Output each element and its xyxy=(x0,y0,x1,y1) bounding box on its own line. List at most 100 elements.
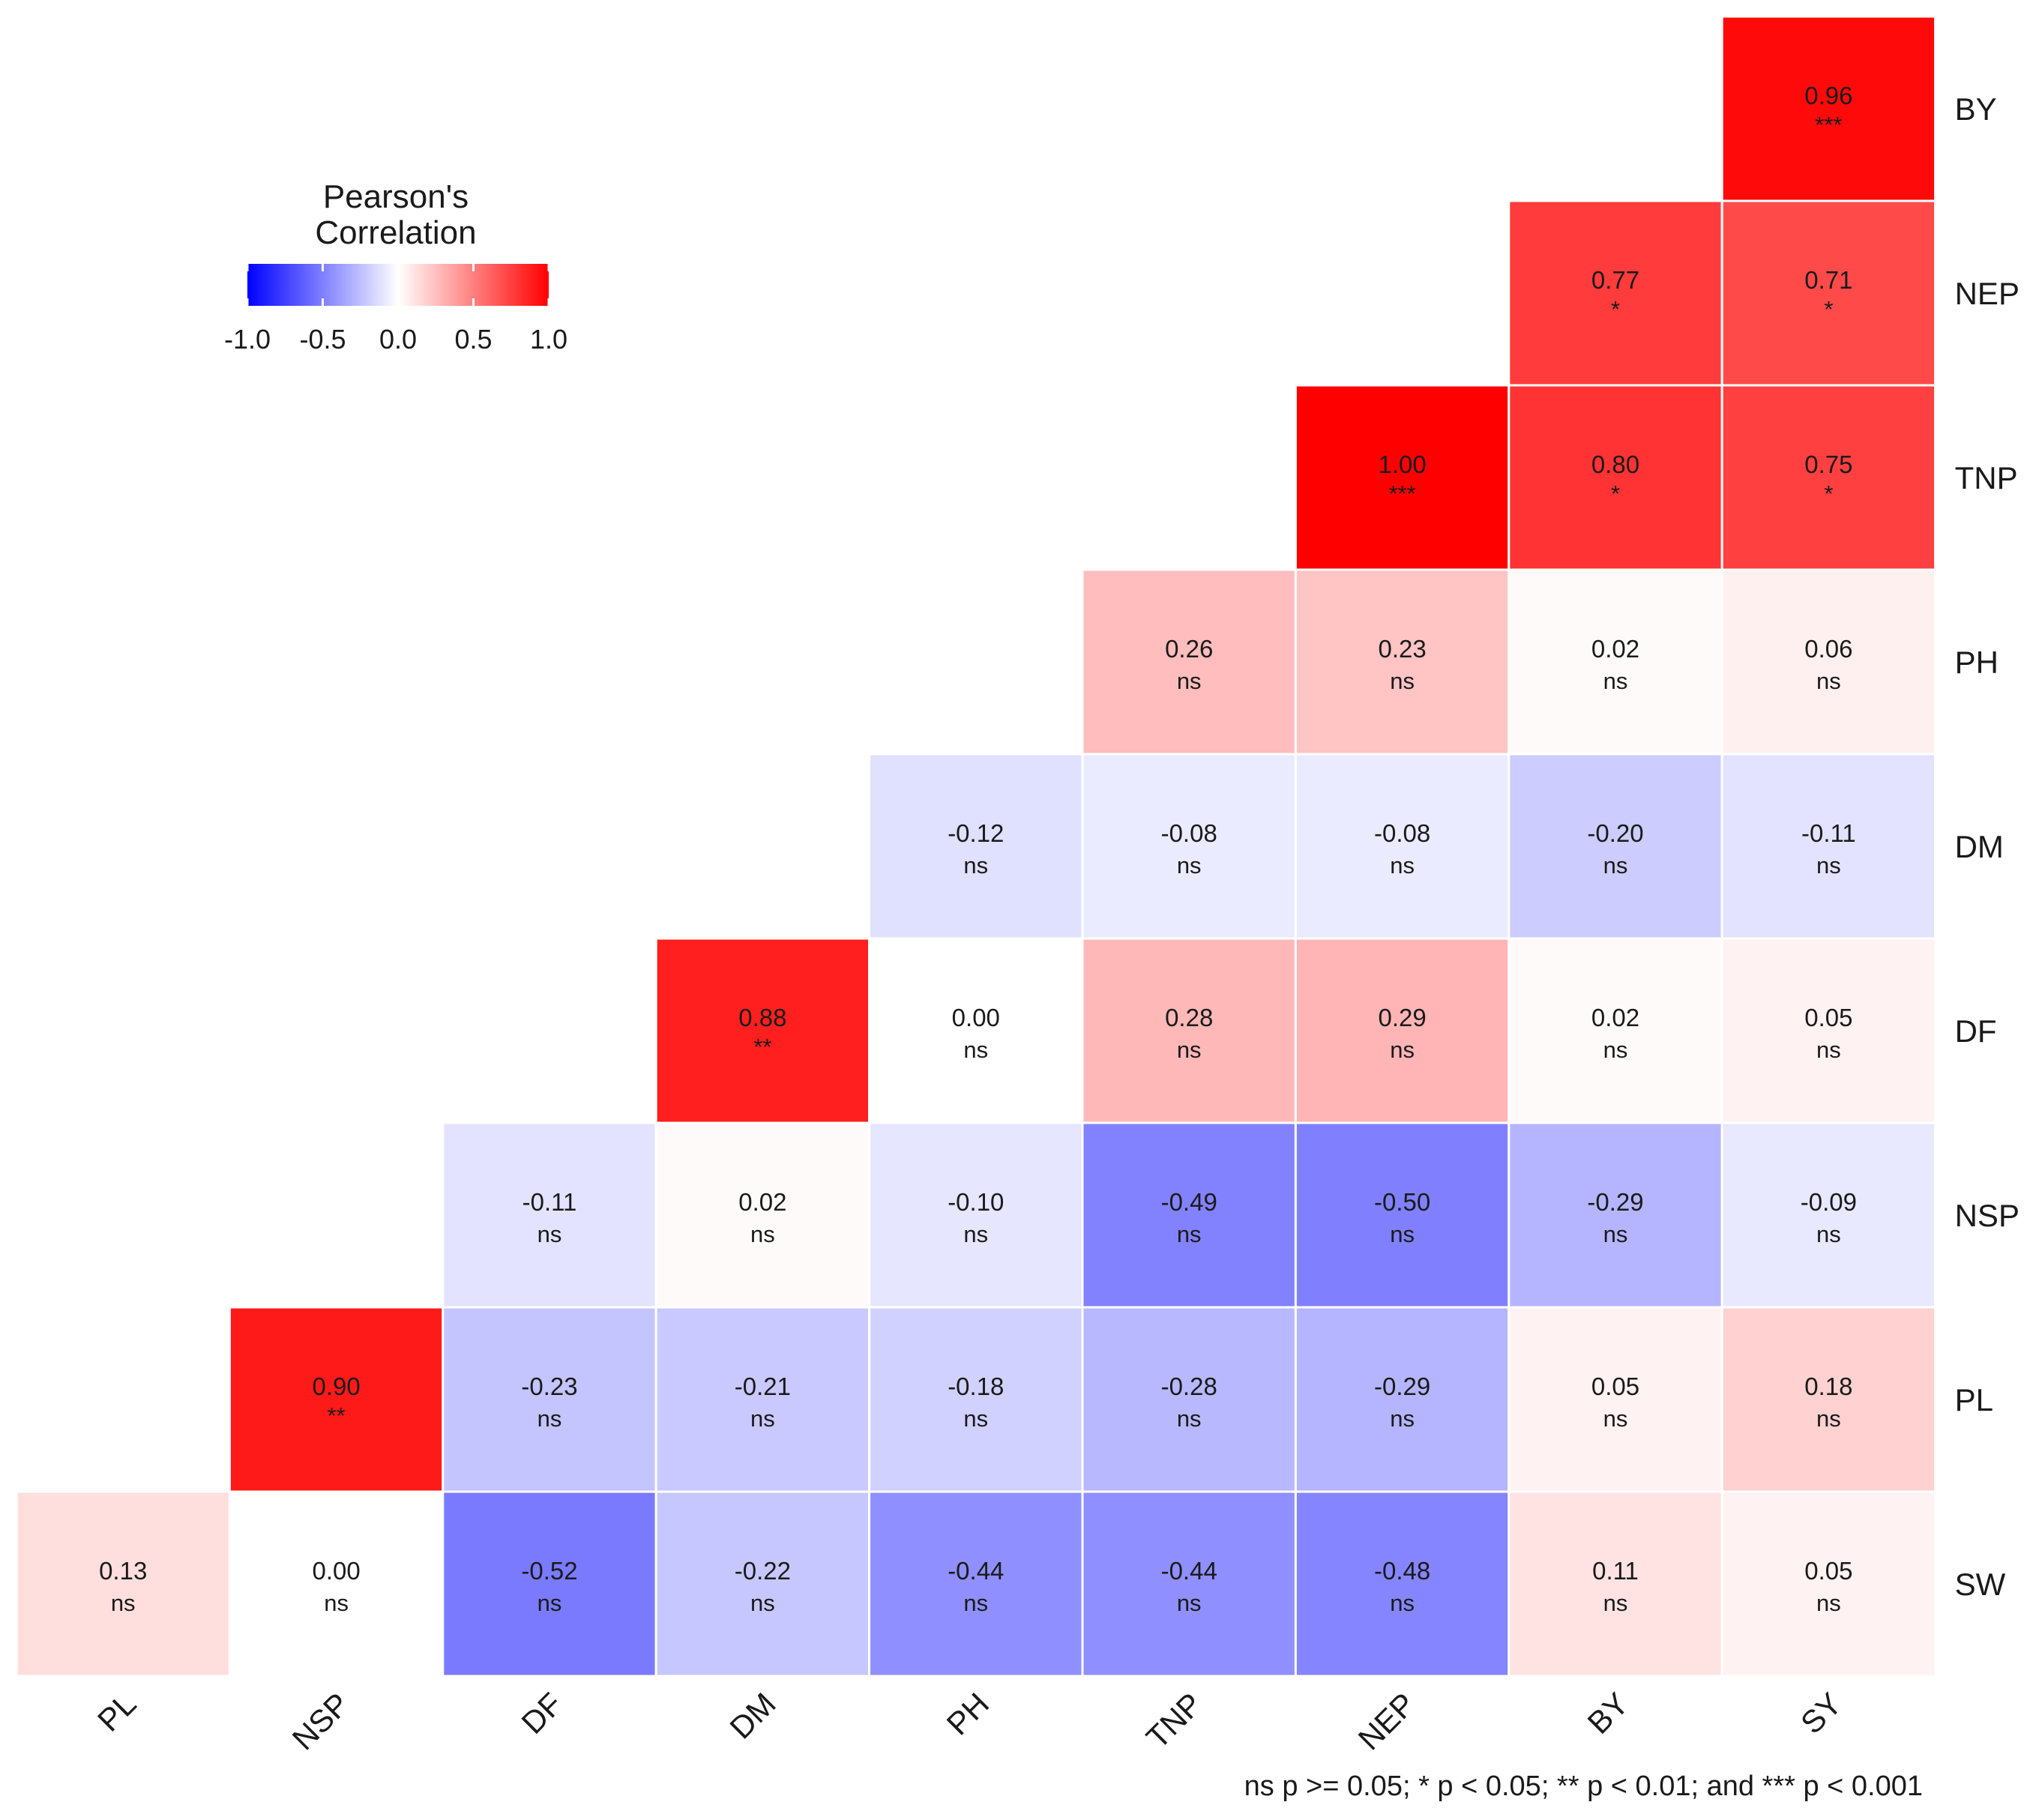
cell-significance-label: ns xyxy=(1603,852,1628,879)
cell-significance-label: ** xyxy=(753,1034,771,1060)
heatmap-cell: -0.44 ns xyxy=(870,1492,1082,1676)
heatmap-cell: 0.23ns xyxy=(1295,570,1508,754)
heatmap-cell: 0.29ns xyxy=(1295,938,1508,1123)
legend-tick-label: 0.0 xyxy=(379,324,417,355)
color-legend: Pearson's Correlation -1.0 -0.5 0.0 0.5 1.0 xyxy=(224,178,567,355)
x-axis-label: NSP xyxy=(286,1686,356,1756)
cell-significance-label: ns xyxy=(537,1221,562,1247)
cell-value-label: -0.44 xyxy=(1161,1557,1217,1585)
cell-value-label: -0.09 xyxy=(1801,1188,1857,1216)
cell-significance-label: ns xyxy=(1177,1590,1202,1616)
cell-value-label: 0.90 xyxy=(312,1372,360,1400)
cell-value-label: 0.28 xyxy=(1165,1004,1213,1031)
x-axis-label: DF xyxy=(515,1686,570,1741)
cell-value-label: -0.18 xyxy=(948,1372,1004,1400)
y-axis-labels: BY NEP TNP PH DM DF NSP PL SW xyxy=(1955,91,2020,1602)
cell-value-label: -0.22 xyxy=(735,1557,791,1585)
y-axis-label: SW xyxy=(1955,1567,2006,1602)
y-axis-label: TNP xyxy=(1955,460,2018,495)
cell-significance-label: ns xyxy=(750,1221,775,1247)
legend-tick-label: -0.5 xyxy=(299,324,346,355)
heatmap-cell: 0.00 ns xyxy=(870,938,1082,1123)
cell-value-label: 0.75 xyxy=(1804,451,1852,478)
x-axis-label: BY xyxy=(1581,1686,1636,1741)
heatmap-cell: 0.02 ns xyxy=(656,1123,869,1307)
y-axis-label: BY xyxy=(1955,91,1997,127)
heatmap-cell: 0.71* xyxy=(1722,201,1935,385)
cell-significance-label: ns xyxy=(1390,852,1415,879)
cell-significance-label: ns xyxy=(750,1590,775,1616)
cell-value-label: 1.00 xyxy=(1378,451,1426,478)
cell-value-label: 0.71 xyxy=(1804,266,1852,294)
cell-value-label: -0.29 xyxy=(1374,1372,1430,1400)
cell-significance-label: ns xyxy=(1816,852,1841,879)
x-axis-label: TNP xyxy=(1139,1686,1209,1756)
heatmap-cell: -0.22 ns xyxy=(656,1492,869,1676)
y-axis-label: PL xyxy=(1955,1382,1993,1417)
cell-value-label: -0.12 xyxy=(948,819,1004,847)
legend-tick-label: -1.0 xyxy=(224,324,271,355)
heatmap-cell: -0.49ns xyxy=(1082,1123,1295,1307)
cell-significance-label: ns xyxy=(1816,1590,1841,1616)
significance-caption: ns p >= 0.05; * p < 0.05; ** p < 0.01; a… xyxy=(1244,1771,1923,1802)
heatmap-cell: 0.77* xyxy=(1509,201,1722,385)
heatmap-cell: 0.05 ns xyxy=(1722,938,1935,1123)
cell-value-label: 0.02 xyxy=(738,1188,786,1216)
heatmap-cell: -0.23ns xyxy=(443,1307,656,1492)
cell-significance-label: ns xyxy=(1177,852,1202,879)
heatmap-cell: -0.08 ns xyxy=(1295,754,1508,938)
cell-significance-label: ns xyxy=(1390,1037,1415,1063)
y-axis-label: PH xyxy=(1955,645,1999,680)
cell-value-label: 0.11 xyxy=(1592,1557,1639,1585)
cell-significance-label: ns xyxy=(1816,1221,1841,1247)
heatmap-cell: 0.02 ns xyxy=(1509,938,1722,1123)
cell-value-label: 0.18 xyxy=(1804,1372,1852,1400)
heatmap-cell: -0.11 ns xyxy=(1722,754,1935,938)
correlation-heatmap: 0.96***0.77*0.71*1.00***0.80*0.75*0.26ns… xyxy=(0,0,2024,1820)
heatmap-cell: -0.21ns xyxy=(656,1307,869,1492)
cell-value-label: 0.05 xyxy=(1804,1557,1852,1585)
cell-value-label: 0.06 xyxy=(1804,635,1852,663)
heatmap-cell: 0.11 ns xyxy=(1509,1492,1722,1676)
cell-significance-label: ns xyxy=(1390,1405,1415,1432)
legend-title-line1: Pearson's xyxy=(323,178,469,215)
y-axis-label: NEP xyxy=(1955,276,2020,311)
cell-value-label: -0.28 xyxy=(1161,1372,1217,1400)
cell-significance-label: ns xyxy=(963,852,988,879)
cell-significance-label: *** xyxy=(1388,480,1415,507)
heatmap-cell: -0.11 ns xyxy=(443,1123,656,1307)
cell-value-label: -0.10 xyxy=(948,1188,1004,1216)
heatmap-cell: -0.08 ns xyxy=(1082,754,1295,938)
cell-significance-label: ns xyxy=(963,1405,988,1432)
cell-value-label: 0.00 xyxy=(952,1004,1000,1031)
cell-significance-label: ns xyxy=(1177,1037,1202,1063)
heatmap-cell: -0.50 ns xyxy=(1295,1123,1508,1307)
x-axis-labels: PL NSP DF DM PH TNP NEP BY SY xyxy=(91,1686,1849,1756)
cell-value-label: 0.02 xyxy=(1591,635,1639,663)
heatmap-cell: 0.18 ns xyxy=(1722,1307,1935,1492)
cell-significance-label: ns xyxy=(1603,1590,1628,1616)
cell-value-label: -0.52 xyxy=(521,1557,577,1585)
legend-title-line2: Correlation xyxy=(315,214,476,251)
cell-significance-label: ns xyxy=(1603,1221,1628,1247)
heatmap-cell: 0.02 ns xyxy=(1509,570,1722,754)
y-axis-label: NSP xyxy=(1955,1198,2020,1233)
cell-value-label: -0.08 xyxy=(1374,819,1430,847)
cell-value-label: 0.05 xyxy=(1804,1004,1852,1031)
cell-significance-label: ns xyxy=(963,1037,988,1063)
cell-significance-label: ns xyxy=(1816,668,1841,694)
heatmap-cell: -0.44 ns xyxy=(1082,1492,1295,1676)
cell-significance-label: ns xyxy=(324,1590,349,1616)
cell-value-label: -0.11 xyxy=(522,1188,577,1216)
cell-value-label: -0.49 xyxy=(1161,1188,1217,1216)
x-axis-label: PL xyxy=(91,1686,143,1738)
cell-value-label: 0.02 xyxy=(1591,1004,1639,1031)
cell-value-label: 0.26 xyxy=(1165,635,1213,663)
cell-significance-label: ns xyxy=(963,1590,988,1616)
cell-value-label: 0.77 xyxy=(1591,266,1639,294)
heatmap-cell: -0.48 ns xyxy=(1295,1492,1508,1676)
legend-tick-label: 0.5 xyxy=(454,324,492,355)
x-axis-label: SY xyxy=(1794,1686,1849,1741)
cell-significance-label: * xyxy=(1611,480,1620,507)
legend-tick-label: 1.0 xyxy=(530,324,567,355)
